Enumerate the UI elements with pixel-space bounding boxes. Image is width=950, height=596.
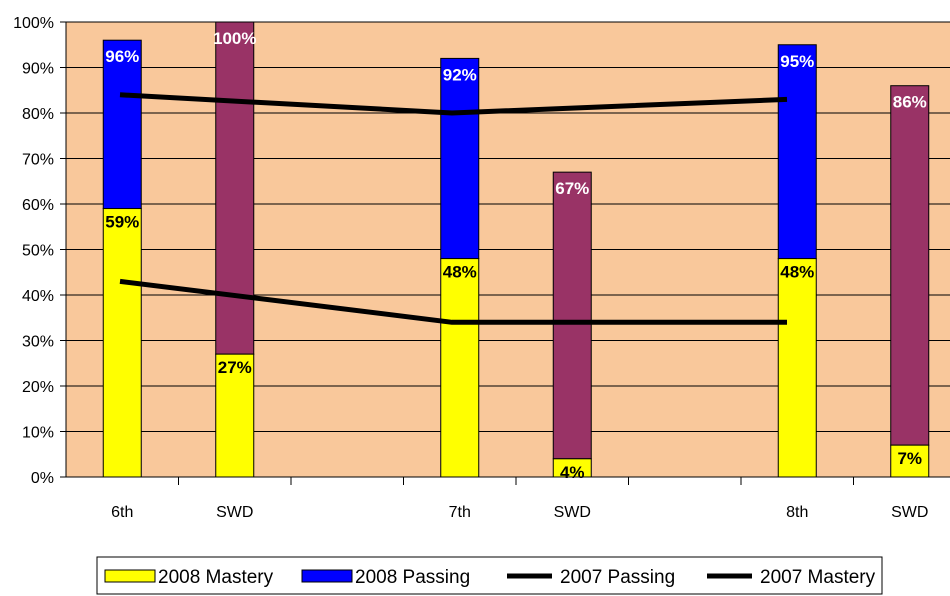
y-tick-label: 40% (22, 288, 54, 305)
x-tick-label: 8th (786, 504, 808, 521)
y-tick-label: 20% (22, 379, 54, 396)
legend-label: 2007 Passing (560, 567, 675, 588)
y-tick-label: 100% (13, 15, 54, 32)
swd-passing-bar (552, 171, 592, 460)
passing-data-label: 100% (213, 29, 256, 48)
legend-label: 2008 Mastery (158, 567, 274, 588)
y-tick-label: 70% (22, 152, 54, 169)
mastery-data-label: 7% (897, 449, 922, 468)
mastery-data-label: 27% (218, 358, 252, 377)
legend-swatch (104, 569, 156, 583)
y-tick-label: 0% (31, 470, 54, 487)
trend-lines (119, 92, 788, 325)
y-tick-label: 50% (22, 243, 54, 260)
passing-bar (102, 39, 142, 210)
legend-label: 2008 Passing (355, 567, 470, 588)
passing-2007-line (119, 92, 788, 116)
x-tick-label: SWD (216, 504, 253, 521)
passing-data-label: 96% (105, 47, 139, 66)
y-tick-label: 30% (22, 334, 54, 351)
passing-data-label: 95% (780, 52, 814, 71)
legend-swatch (301, 569, 353, 583)
mastery-data-label: 4% (560, 463, 585, 482)
legend: 2008 Mastery 2008 Passing 2007 Passing 2007… (96, 556, 883, 595)
x-tick-label: SWD (891, 504, 928, 521)
y-tick-label: 10% (22, 425, 54, 442)
mastery-data-label: 59% (105, 213, 139, 232)
passing-data-label: 86% (893, 93, 927, 112)
mastery-data-label: 48% (780, 263, 814, 282)
y-tick-label: 80% (22, 106, 54, 123)
swd-passing-bar (215, 21, 255, 355)
passing-bar (777, 44, 817, 260)
x-tick-label: 6th (111, 504, 133, 521)
x-tick-label: SWD (554, 504, 591, 521)
y-tick-label: 90% (22, 61, 54, 78)
passing-data-label: 92% (443, 65, 477, 84)
mastery-bar (102, 208, 142, 478)
axes: 0% 10% 20% 30% 40% 50% 60% 70% 80% 90% 100% 6th SWD 7… (13, 15, 950, 521)
mastery-data-label: 48% (443, 263, 477, 282)
mastery-bar (777, 258, 817, 478)
legend-label: 2007 Mastery (760, 567, 876, 588)
swd-passing-bar (890, 85, 930, 446)
mastery-bar (890, 444, 930, 478)
passing-data-label: 67% (555, 179, 589, 198)
data-labels: 96% 59% 100% 27% 92% 48% 67% 4% 95% 48% 86% 7% (105, 29, 927, 482)
mastery-2007-line (119, 278, 787, 325)
mastery-bar (440, 258, 480, 478)
x-tick-label: 7th (449, 504, 471, 521)
y-tick-label: 60% (22, 197, 54, 214)
passing-bar (440, 57, 480, 260)
